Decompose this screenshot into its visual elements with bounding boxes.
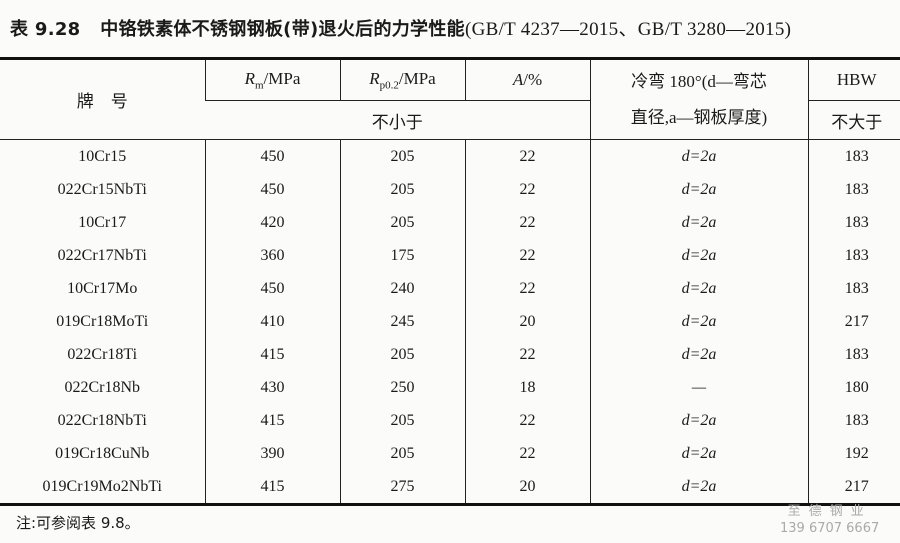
table-row: 022Cr15NbTi 450 205 22 d=2a 183 <box>0 173 900 206</box>
cell-grade: 10Cr15 <box>78 147 127 165</box>
cell-hbw: 183 <box>807 338 900 371</box>
cell-bend: d=2a <box>589 338 808 371</box>
title-text: 中铬铁素体不锈钢钢板(带)退火后的力学性能 <box>100 19 465 40</box>
cell-hbw: 217 <box>807 305 900 338</box>
header-rm: Rm/MPa <box>204 57 340 101</box>
cell-rm: 450 <box>204 272 340 305</box>
header-grade: 牌 号 <box>0 57 205 140</box>
cell-rp: 205 <box>339 206 465 239</box>
cell-a: 22 <box>464 173 590 206</box>
cell-a: 22 <box>464 206 590 239</box>
watermark: 至德钢业 139 6707 6667 <box>780 503 879 537</box>
cell-a: 22 <box>464 437 590 470</box>
cell-grade: 019Cr19Mo2NbTi <box>0 470 205 506</box>
cell-bend: — <box>589 371 808 404</box>
cell-a: 22 <box>464 139 590 173</box>
cell-rp: 205 <box>339 173 465 206</box>
cell-rm: 450 <box>204 139 340 173</box>
cell-bend: d=2a <box>589 173 808 206</box>
table-row: 10Cr17 420 205 22 d=2a 183 <box>0 206 900 239</box>
properties-table: 牌 号 Rm/MPa Rp0.2/MPa A/% 冷弯 180°(d—弯芯 直径,… <box>0 57 900 506</box>
cell-grade: 019Cr18CuNb <box>55 444 150 462</box>
cell-bend: d=2a <box>589 470 808 506</box>
cell-a: 22 <box>464 404 590 437</box>
cell-hbw: 183 <box>807 139 900 173</box>
cell-a: 22 <box>464 272 590 305</box>
cell-grade: 022Cr17NbTi <box>57 246 147 264</box>
cell-rp: 205 <box>339 139 465 173</box>
cell-rm: 410 <box>204 305 340 338</box>
cell-rm: 360 <box>204 239 340 272</box>
cell-grade: 10Cr17Mo <box>67 279 138 297</box>
cell-rm: 415 <box>204 338 340 371</box>
header-a: A/% <box>464 57 590 101</box>
cell-rm: 450 <box>204 173 340 206</box>
cell-a: 20 <box>464 470 590 506</box>
cell-a: 22 <box>464 338 590 371</box>
table-row: 019Cr19Mo2NbTi 415 275 20 d=2a 217 <box>0 470 900 506</box>
cell-hbw: 183 <box>807 206 900 239</box>
cell-rm: 415 <box>204 404 340 437</box>
cell-grade: 022Cr18Ti <box>67 345 138 363</box>
cell-rp: 205 <box>339 404 465 437</box>
bend-line2: 直径,a—钢板厚度) <box>630 107 768 127</box>
cell-a: 20 <box>464 305 590 338</box>
cell-grade: 022Cr18NbTi <box>57 411 147 429</box>
table-row: 10Cr17Mo 450 240 22 d=2a 183 <box>0 272 900 305</box>
table-row: 022Cr17NbTi 360 175 22 d=2a 183 <box>0 239 900 272</box>
cell-hbw: 180 <box>807 371 900 404</box>
cell-a: 18 <box>464 371 590 404</box>
cell-rp: 240 <box>339 272 465 305</box>
table-note: 注:可参阅表 9.8。 <box>16 514 140 532</box>
cell-grade: 019Cr18MoTi <box>56 312 149 330</box>
cell-bend: d=2a <box>589 272 808 305</box>
watermark-company: 至德钢业 <box>787 504 872 519</box>
cell-hbw: 183 <box>807 173 900 206</box>
table-row: 019Cr18CuNb 390 205 22 d=2a 192 <box>0 437 900 470</box>
table-row: 022Cr18Nb 430 250 18—180 <box>0 371 900 404</box>
cell-rp: 275 <box>339 470 465 506</box>
cell-hbw: 217 <box>807 470 900 506</box>
cell-rm: 415 <box>204 470 340 506</box>
cell-rp: 245 <box>339 305 465 338</box>
table-row: 019Cr18MoTi 410 245 20 d=2a 217 <box>0 305 900 338</box>
cell-rm: 390 <box>204 437 340 470</box>
header-bend: 冷弯 180°(d—弯芯 直径,a—钢板厚度) <box>589 57 808 140</box>
header-min: 不小于 <box>205 100 590 140</box>
cell-rp: 205 <box>339 437 465 470</box>
cell-a: 22 <box>464 239 590 272</box>
header-max: 不大于 <box>807 100 900 140</box>
header-rp: Rp0.2/MPa <box>339 57 465 101</box>
header-hbw: HBW <box>807 57 900 101</box>
cell-rm: 420 <box>204 206 340 239</box>
table-row: 022Cr18Ti 415 205 22 d=2a 183 <box>0 338 900 371</box>
cell-hbw: 183 <box>807 404 900 437</box>
cell-bend: d=2a <box>589 305 808 338</box>
cell-bend: d=2a <box>589 404 808 437</box>
table-title: 表 9.28 中铬铁素体不锈钢钢板(带)退火后的力学性能(GB/T 4237—2… <box>10 14 791 41</box>
cell-rp: 205 <box>339 338 465 371</box>
cell-rp: 250 <box>339 371 465 404</box>
cell-hbw: 183 <box>807 272 900 305</box>
watermark-phone: 139 6707 6667 <box>780 521 880 536</box>
cell-bend: d=2a <box>589 139 808 173</box>
cell-bend: d=2a <box>589 206 808 239</box>
table-row: 10Cr15 450 205 22 d=2a 183 <box>0 139 900 173</box>
cell-bend: d=2a <box>589 239 808 272</box>
cell-rp: 175 <box>339 239 465 272</box>
cell-hbw: 183 <box>807 239 900 272</box>
cell-hbw: 192 <box>807 437 900 470</box>
cell-grade: 022Cr18Nb <box>64 378 141 396</box>
cell-bend: d=2a <box>589 437 808 470</box>
table-row: 022Cr18NbTi 415 205 22 d=2a 183 <box>0 404 900 437</box>
title-standard: (GB/T 4237—2015、GB/T 3280—2015) <box>464 19 792 40</box>
bend-line1: 冷弯 180°(d—弯芯 <box>631 71 767 91</box>
table-number: 表 9.28 <box>10 19 81 40</box>
cell-grade: 10Cr17 <box>78 213 127 231</box>
cell-rm: 430 <box>204 371 340 404</box>
cell-grade: 022Cr15NbTi <box>57 180 147 198</box>
